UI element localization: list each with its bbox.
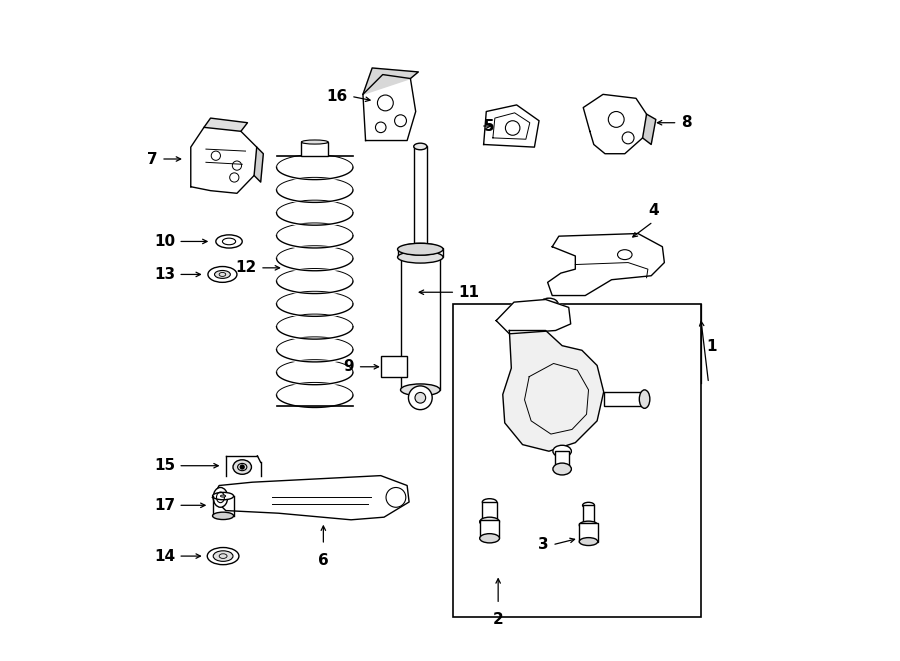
- Ellipse shape: [213, 551, 233, 561]
- Polygon shape: [191, 128, 256, 193]
- Ellipse shape: [400, 384, 440, 396]
- Text: 5: 5: [484, 118, 495, 134]
- Bar: [398, 248, 443, 257]
- Text: 14: 14: [154, 549, 175, 564]
- Ellipse shape: [480, 517, 500, 526]
- Text: 1: 1: [706, 340, 716, 354]
- Polygon shape: [363, 68, 419, 95]
- Bar: [454, 304, 701, 617]
- Bar: [543, 302, 557, 321]
- Ellipse shape: [207, 547, 238, 564]
- Ellipse shape: [214, 270, 230, 278]
- Polygon shape: [583, 95, 646, 154]
- Ellipse shape: [482, 498, 497, 505]
- Bar: [400, 249, 440, 390]
- Ellipse shape: [212, 492, 234, 500]
- Polygon shape: [204, 118, 248, 132]
- Bar: [381, 356, 407, 377]
- Text: 15: 15: [154, 458, 175, 473]
- Text: 16: 16: [327, 89, 347, 104]
- Ellipse shape: [220, 495, 226, 497]
- Polygon shape: [643, 114, 656, 145]
- Text: 9: 9: [344, 360, 355, 374]
- Bar: [555, 451, 570, 469]
- Polygon shape: [547, 233, 664, 295]
- Bar: [480, 520, 500, 538]
- Ellipse shape: [414, 143, 427, 150]
- Polygon shape: [503, 330, 604, 451]
- Ellipse shape: [540, 315, 558, 327]
- Ellipse shape: [398, 251, 443, 263]
- Bar: [582, 505, 595, 525]
- Bar: [482, 502, 497, 522]
- Text: 12: 12: [236, 260, 256, 276]
- Ellipse shape: [580, 537, 598, 545]
- Ellipse shape: [400, 243, 440, 255]
- Bar: [414, 147, 427, 249]
- Bar: [212, 496, 234, 516]
- Text: 17: 17: [154, 498, 175, 513]
- Text: 13: 13: [154, 267, 175, 282]
- Ellipse shape: [213, 487, 228, 507]
- Ellipse shape: [480, 533, 500, 543]
- Text: 11: 11: [459, 285, 480, 299]
- Ellipse shape: [553, 446, 572, 457]
- Ellipse shape: [208, 266, 237, 282]
- Circle shape: [409, 386, 432, 410]
- Text: 3: 3: [538, 537, 549, 553]
- Text: 7: 7: [148, 151, 157, 167]
- Polygon shape: [496, 299, 571, 334]
- Text: 2: 2: [493, 612, 503, 627]
- Text: 4: 4: [648, 203, 659, 217]
- Ellipse shape: [580, 521, 598, 529]
- Circle shape: [239, 465, 245, 470]
- Ellipse shape: [233, 460, 251, 475]
- Ellipse shape: [302, 140, 328, 144]
- Text: 6: 6: [318, 553, 328, 568]
- Bar: [302, 142, 328, 156]
- Bar: [604, 392, 644, 407]
- Polygon shape: [212, 476, 410, 520]
- Ellipse shape: [639, 390, 650, 408]
- Ellipse shape: [553, 463, 572, 475]
- Text: 8: 8: [681, 115, 691, 130]
- Bar: [580, 523, 598, 541]
- Ellipse shape: [212, 512, 234, 520]
- Polygon shape: [254, 147, 264, 182]
- Polygon shape: [483, 105, 539, 147]
- Ellipse shape: [398, 243, 443, 255]
- Ellipse shape: [216, 235, 242, 248]
- Text: 10: 10: [154, 234, 175, 249]
- Ellipse shape: [582, 502, 595, 508]
- Circle shape: [415, 393, 426, 403]
- Polygon shape: [363, 75, 416, 141]
- Ellipse shape: [540, 298, 558, 310]
